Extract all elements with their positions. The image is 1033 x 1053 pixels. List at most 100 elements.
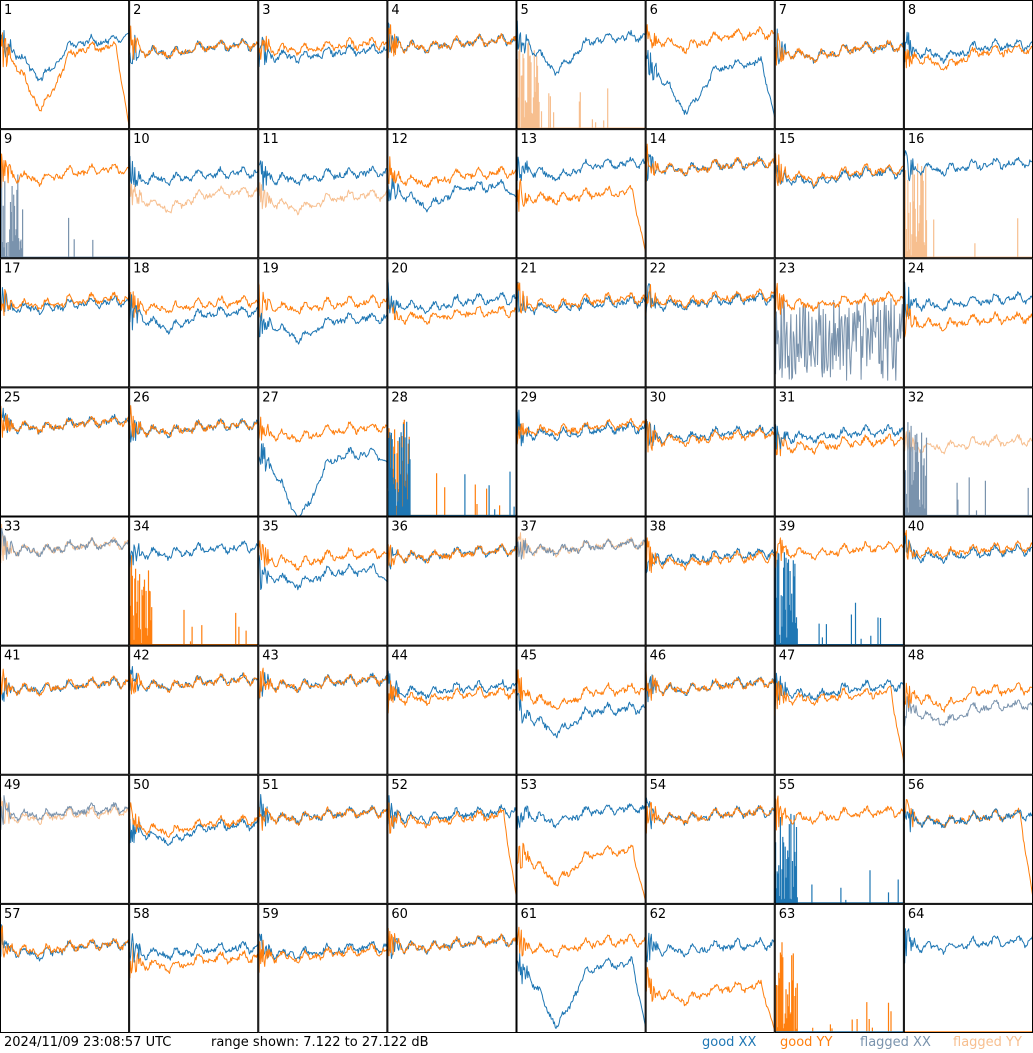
panel-15: 15 [774,129,904,259]
panel-26-yy-trace [129,405,259,439]
panel-35-xx-trace [258,555,388,591]
panel-1-yy-trace [0,32,130,127]
panel-52-label: 52 [391,778,408,793]
panel-29-frame [516,387,646,517]
panel-34-yy-trace [129,555,259,646]
panel-58: 58 [129,903,259,1033]
panel-2: 2 [129,0,259,130]
panel-43-yy-trace [258,664,388,699]
legend-good-yy: good YY [780,1035,833,1050]
panel-51-label: 51 [262,778,279,793]
panel-38-xx-trace [645,547,775,574]
panel-46: 46 [645,645,775,775]
panel-6: 6 [645,0,775,130]
panel-2-yy-trace [129,25,259,60]
panel-7-label: 7 [779,3,787,18]
panel-53-xx-trace [516,803,646,830]
panel-60: 60 [387,903,517,1033]
panel-26-label: 26 [133,390,150,405]
panel-10-yy-trace [129,182,259,214]
panel-32: 32 [903,387,1033,517]
panel-36-label: 36 [391,520,408,535]
panel-6-yy-trace [645,24,775,55]
panel-51-yy-trace [258,806,388,831]
panel-40-label: 40 [908,520,925,535]
panel-19-frame [258,258,388,388]
panel-28-xx-trace [387,421,517,517]
panel-11: 11 [258,129,388,259]
panel-54-label: 54 [650,778,667,793]
panel-64: 64 [903,903,1033,1033]
panel-56-xx-trace [903,808,1033,833]
panel-22-yy-trace [645,284,775,317]
panel-44-xx-trace [387,669,517,701]
panel-35: 35 [258,516,388,646]
panel-5-label: 5 [521,3,529,18]
panel-64-xx-trace [903,928,1033,964]
panel-26-xx-trace [129,418,259,443]
panel-53-frame [516,774,646,904]
panel-24: 24 [903,258,1033,388]
panel-7-yy-trace [774,33,904,66]
panel-44-frame [387,645,517,775]
panel-23-xx-trace [774,297,904,381]
panel-64-frame [903,903,1033,1033]
panel-56-frame [903,774,1033,904]
panel-33: 33 [0,516,130,646]
panel-15-label: 15 [779,132,796,147]
panel-48-yy-trace [903,682,1033,713]
panel-43: 43 [258,645,388,775]
panel-9-label: 9 [4,132,12,147]
panel-48: 48 [903,645,1033,775]
panel-25-xx-trace [0,407,130,438]
panel-30: 30 [645,387,775,517]
panel-48-xx-trace [903,696,1033,728]
panel-33-frame [0,516,130,646]
panel-13-frame [516,129,646,259]
panel-37-frame [516,516,646,646]
panel-1-frame [0,0,130,130]
panel-33-xx-trace [0,527,130,560]
panel-47-label: 47 [779,649,796,664]
panel-41-label: 41 [4,649,21,664]
panel-5: 5 [516,0,646,130]
panel-58-label: 58 [133,907,150,922]
panel-49-xx-trace [0,795,130,830]
panel-62-frame [645,903,775,1033]
panel-11-label: 11 [262,132,279,147]
panel-22: 22 [645,258,775,388]
panel-35-frame [258,516,388,646]
panel-16-xx-trace [903,148,1033,182]
panel-7: 7 [774,0,904,130]
panel-3-label: 3 [262,3,270,18]
panel-40-xx-trace [903,533,1033,564]
panel-3: 3 [258,0,388,130]
panel-47-yy-trace [774,680,904,763]
panel-9-yy-trace [0,153,130,188]
panel-46-yy-trace [645,662,775,701]
panel-8-yy-trace [903,44,1033,71]
panel-50-frame [129,774,259,904]
panel-35-yy-trace [258,540,388,571]
panel-43-xx-trace [258,664,388,700]
timestamp: 2024/11/09 23:08:57 UTC [4,1035,172,1050]
panel-60-xx-trace [387,934,517,959]
panel-30-frame [645,387,775,517]
panel-27-label: 27 [262,390,279,405]
panel-34: 34 [129,516,259,646]
panel-27-yy-trace [258,416,388,443]
panel-8-label: 8 [908,3,916,18]
panel-31-frame [774,387,904,517]
panel-9-xx-trace [0,162,130,259]
panel-12-xx-trace [387,178,517,213]
panel-9: 9 [0,129,130,259]
panel-7-frame [774,0,904,130]
panel-25-yy-trace [0,405,130,438]
panel-17-label: 17 [4,261,21,276]
panel-12-label: 12 [391,132,408,147]
panel-45-yy-trace [516,669,646,710]
panel-60-label: 60 [391,907,408,922]
panel-61: 61 [516,903,646,1033]
panel-8-frame [903,0,1033,130]
panel-10-label: 10 [133,132,150,147]
